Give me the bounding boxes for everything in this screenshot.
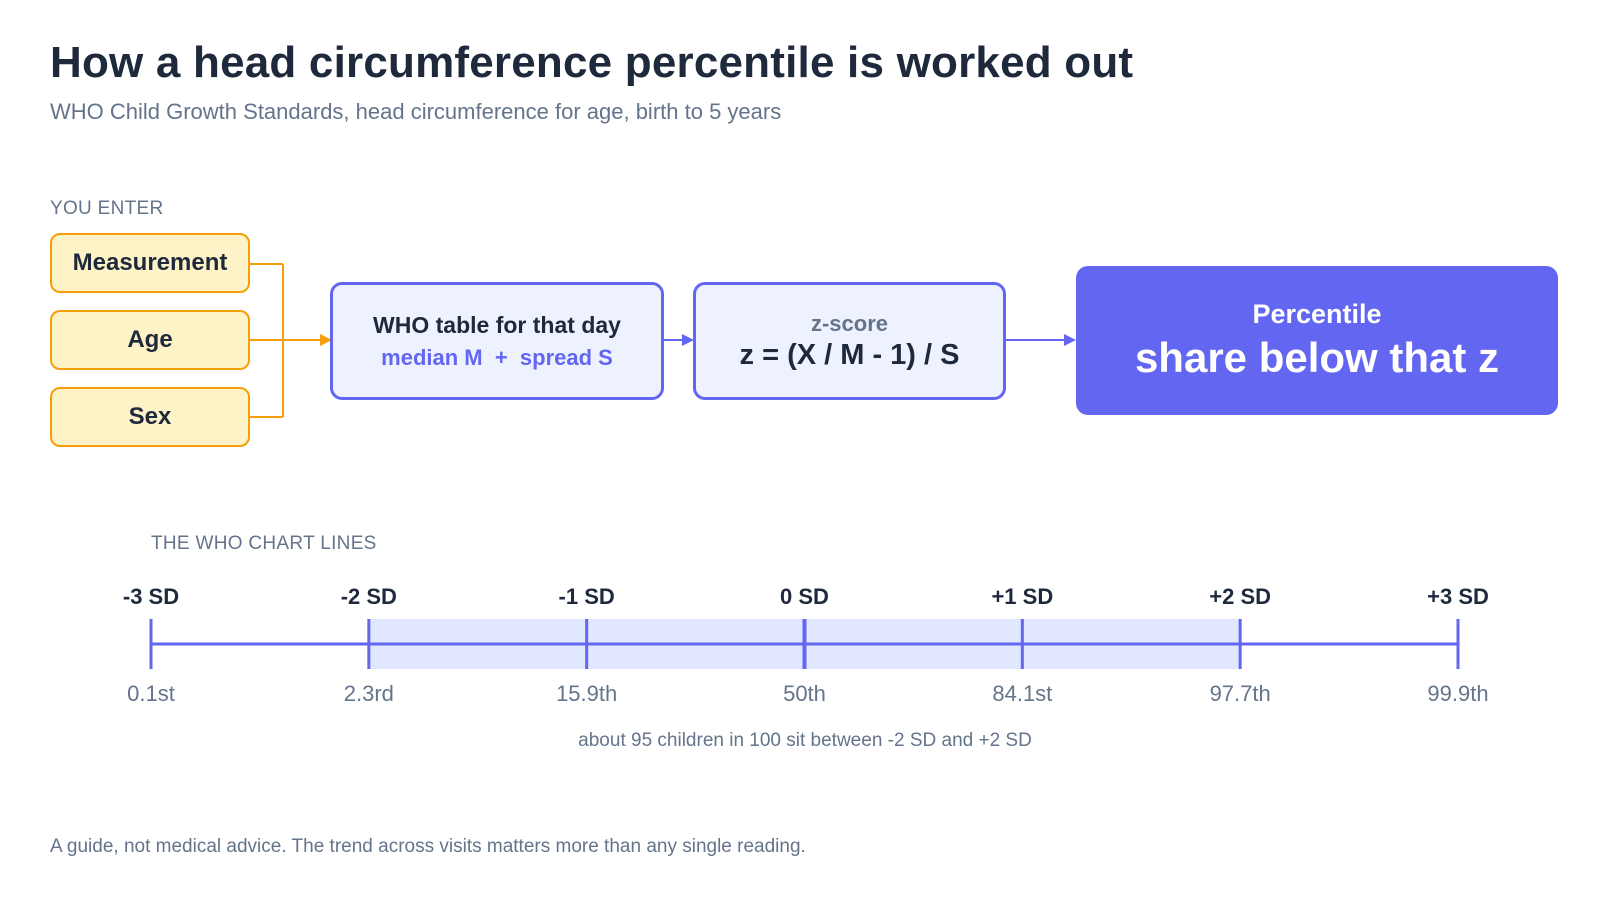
percentile-label: 84.1st xyxy=(992,681,1053,706)
percentile-title: Percentile xyxy=(1252,299,1382,329)
sd-label: +2 SD xyxy=(1209,584,1272,609)
who-table-detail: median M + spread S xyxy=(381,344,613,370)
percentile-label: 0.1st xyxy=(127,681,175,706)
band-note: about 95 children in 100 sit between -2 … xyxy=(578,730,1032,751)
page-title: How a head circumference percentile is w… xyxy=(50,38,1134,87)
zscore-title: z-score xyxy=(810,310,889,336)
page-subtitle: WHO Child Growth Standards, head circumf… xyxy=(50,99,782,124)
percentile-detail: share below that z xyxy=(1134,334,1500,381)
sd-label: 0 SD xyxy=(780,584,829,609)
input-age: Age xyxy=(50,310,250,370)
zscore-box: z-score z = (X / M - 1) / S xyxy=(693,282,1006,400)
inputs-section-label: YOU ENTER xyxy=(50,198,164,219)
percentile-label: 50th xyxy=(783,681,826,706)
chart-lines-section-label: THE WHO CHART LINES xyxy=(151,533,377,554)
percentile-label: 2.3rd xyxy=(343,681,394,706)
who-table-box: WHO table for that day median M + spread… xyxy=(330,282,664,400)
percentile-result-box: Percentile share below that z xyxy=(1076,266,1558,415)
percentile-label: 15.9th xyxy=(556,681,618,706)
percentile-label: 97.7th xyxy=(1209,681,1271,706)
percentile-label: 99.9th xyxy=(1427,681,1489,706)
disclaimer: A guide, not medical advice. The trend a… xyxy=(50,836,806,857)
sd-label: -1 SD xyxy=(558,584,615,609)
sd-label: -2 SD xyxy=(340,584,397,609)
sd-scale xyxy=(149,619,1460,669)
sd-label: +1 SD xyxy=(991,584,1054,609)
input-measurement: Measurement xyxy=(50,233,250,293)
who-table-title: WHO table for that day xyxy=(373,311,621,338)
input-sex: Sex xyxy=(50,387,250,447)
sd-label: +3 SD xyxy=(1427,584,1489,609)
sd-label: -3 SD xyxy=(122,584,180,609)
zscore-formula: z = (X / M - 1) / S xyxy=(739,338,960,371)
input-bracket xyxy=(250,263,332,418)
